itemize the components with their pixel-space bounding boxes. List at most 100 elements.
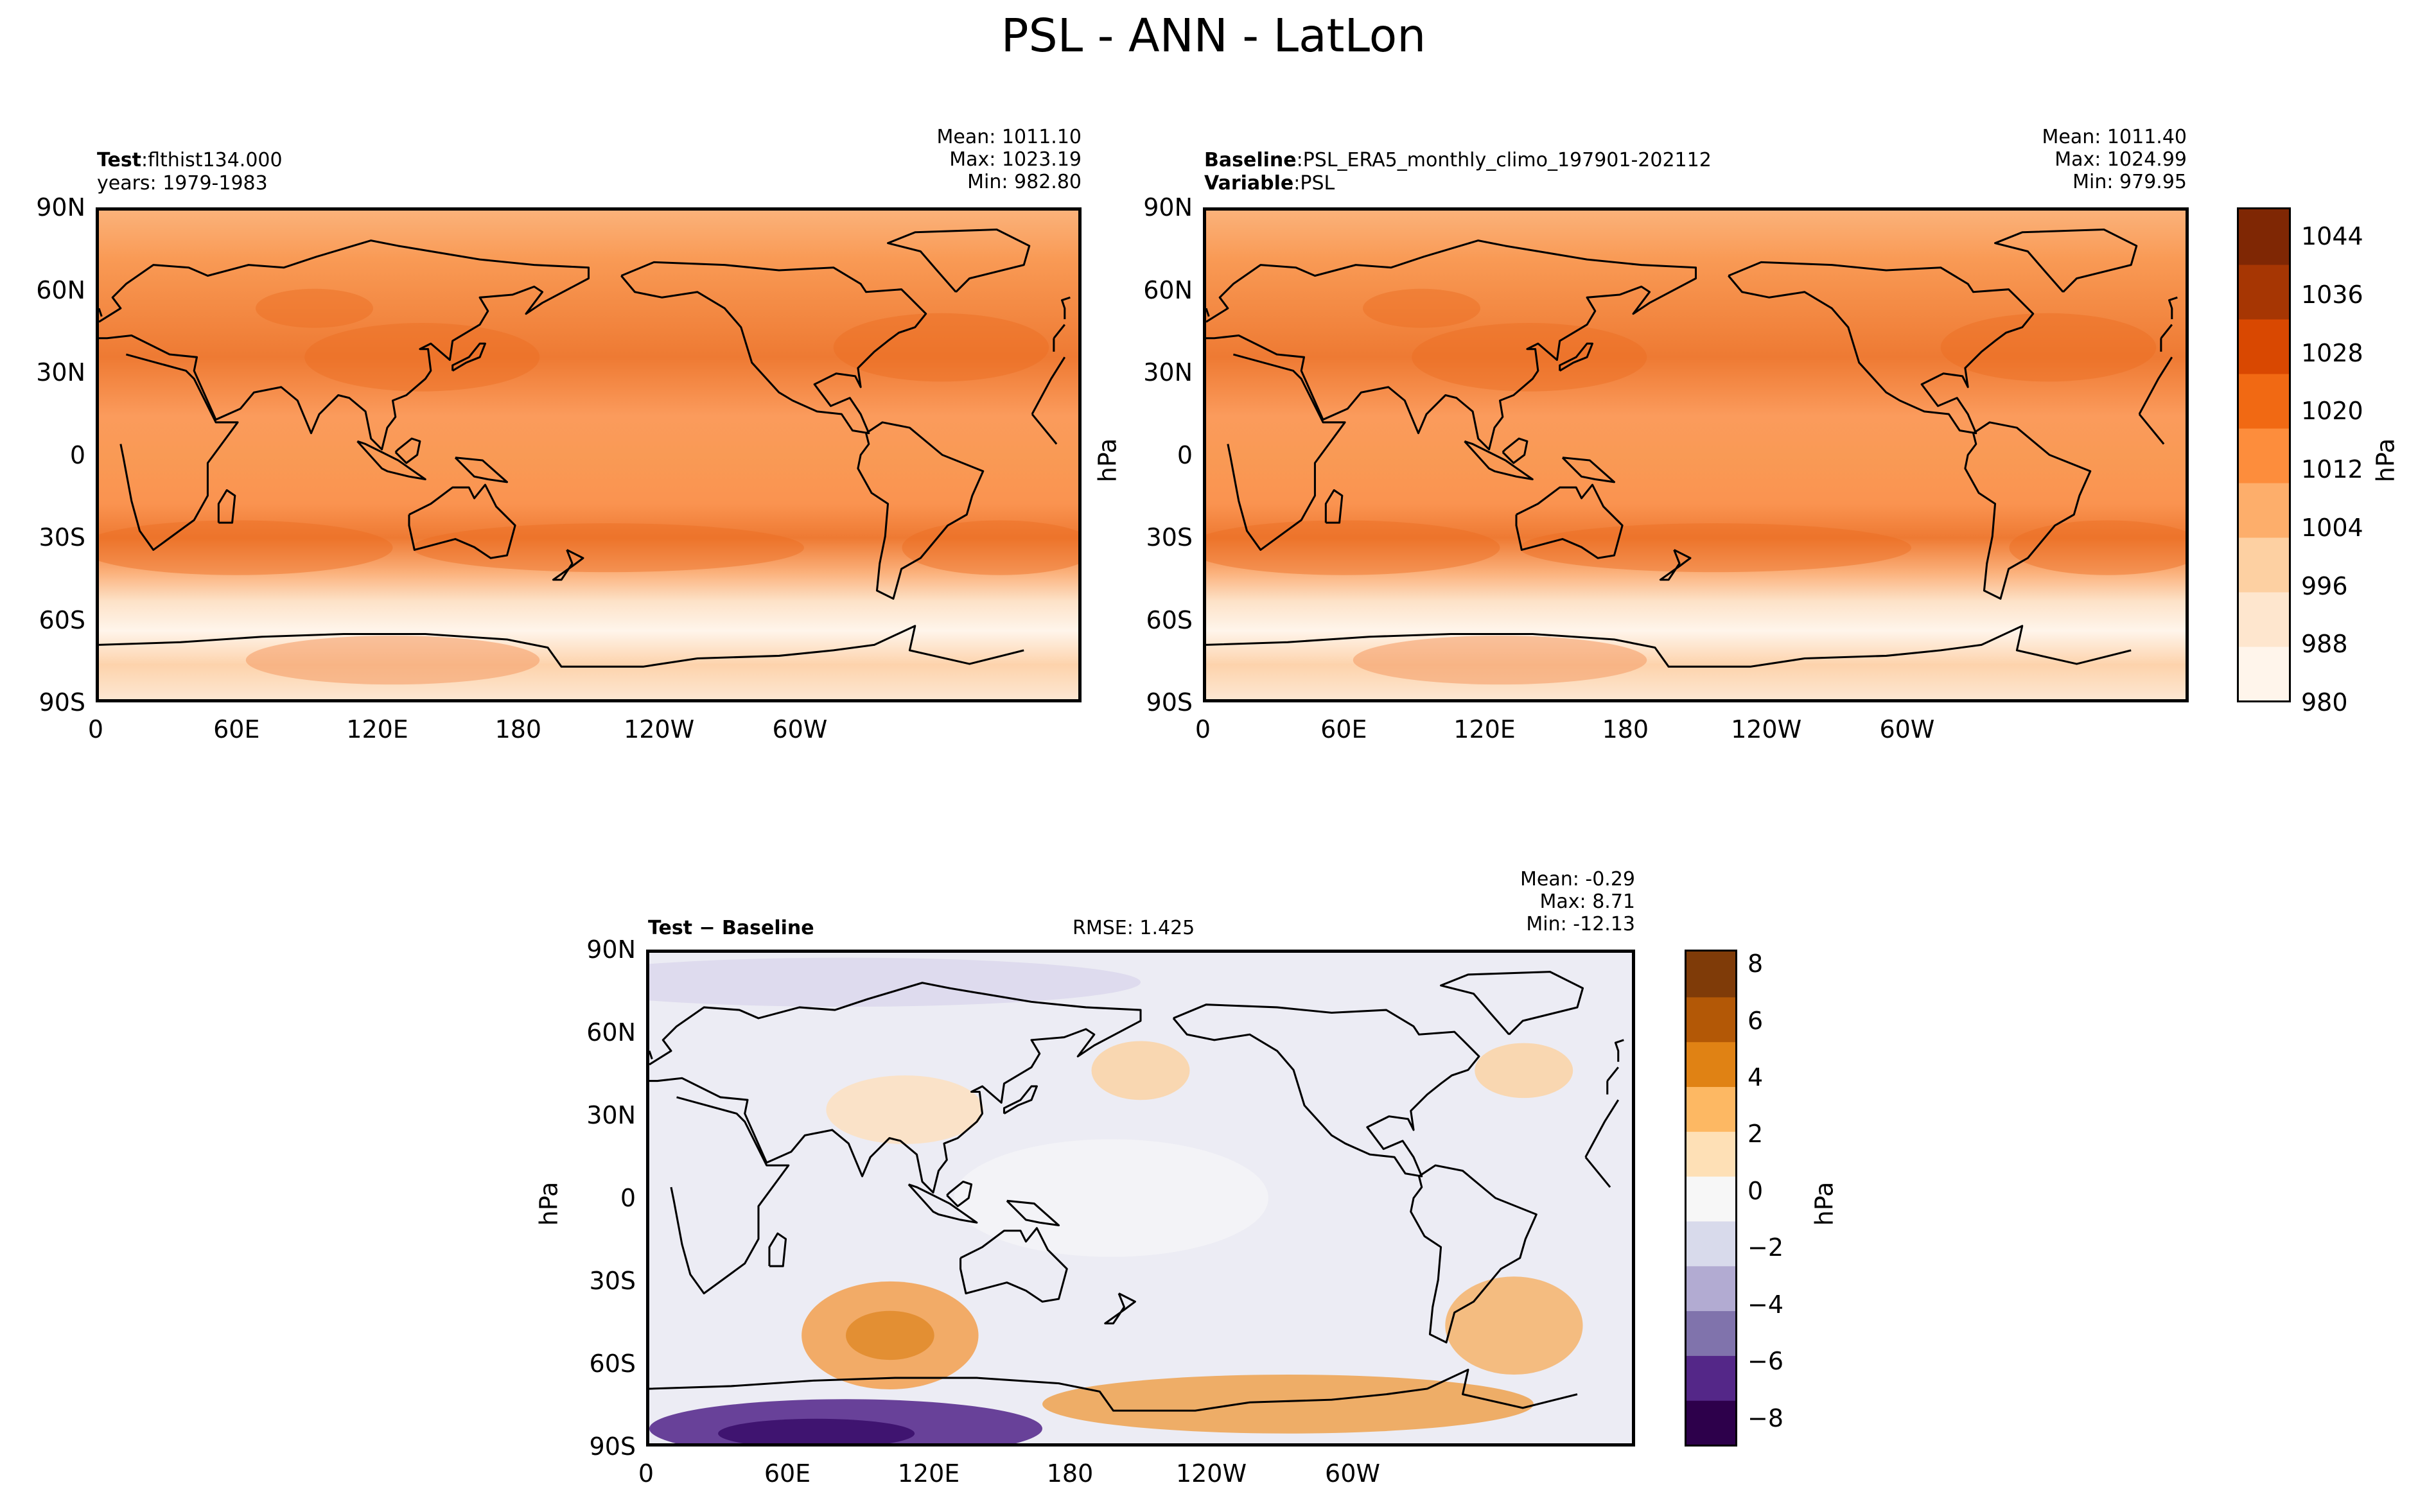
test-lat-tick: 90S bbox=[39, 688, 85, 717]
diff-map bbox=[646, 950, 1635, 1447]
test-lon-tick: 120E bbox=[346, 715, 408, 743]
baseline-stat-min: Min: 979.95 bbox=[2072, 171, 2187, 193]
test-stats: Mean: 1011.10 Max: 1023.19 Min: 982.80 bbox=[771, 126, 1082, 193]
test-label-bold: Test bbox=[97, 149, 142, 171]
baseline-lat-tick: 30N bbox=[1143, 358, 1193, 387]
test-stat-mean: Mean: 1011.10 bbox=[936, 126, 1082, 148]
baseline-lon-tick: 60E bbox=[1320, 715, 1367, 743]
test-label-sep: : bbox=[141, 149, 148, 171]
abs-map-svg bbox=[99, 211, 1078, 699]
baseline-lat-tick: 30S bbox=[1146, 523, 1193, 552]
coastline-indonesia bbox=[1464, 440, 1534, 481]
baseline-label: Baseline:PSL_ERA5_monthly_climo_197901-2… bbox=[1204, 149, 1712, 171]
test-lat-tick: 60S bbox=[39, 605, 85, 634]
coastline-nz bbox=[552, 549, 584, 581]
coastline-uk bbox=[1206, 296, 2178, 320]
colorbar-abs-tick: 980 bbox=[2301, 688, 2348, 717]
test-lon-tick: 60E bbox=[213, 715, 260, 743]
coastline-japan bbox=[1559, 342, 1593, 372]
coastline-borneo bbox=[1502, 437, 1529, 464]
coastline-namerica bbox=[620, 261, 927, 435]
diff-lat-tick: 60S bbox=[589, 1350, 636, 1378]
diff-lon-tick: 60W bbox=[1325, 1459, 1380, 1488]
colorbar-diff-tick: −2 bbox=[1748, 1233, 1784, 1262]
coastline-nz bbox=[1659, 549, 1692, 581]
diff-lat-tick: 30S bbox=[589, 1267, 636, 1295]
baseline-lat-tick: 90N bbox=[1143, 193, 1193, 222]
test-map bbox=[96, 207, 1082, 702]
coastline-nz bbox=[1104, 1292, 1136, 1325]
coastline-namerica bbox=[1728, 261, 2035, 435]
coastline-uk bbox=[649, 1039, 1624, 1062]
diff-stat-mean: Mean: -0.29 bbox=[1520, 868, 1635, 891]
diff-lat-tick: 0 bbox=[620, 1184, 636, 1212]
colorbar-diff-tick: 6 bbox=[1748, 1006, 1764, 1035]
baseline-lon-tick: 120E bbox=[1453, 715, 1516, 743]
colorbar-abs-unit: hPa bbox=[2371, 438, 2400, 483]
baseline-variable-sep: : bbox=[1293, 172, 1301, 195]
baseline-variable-bold: Variable bbox=[1204, 172, 1294, 195]
baseline-stat-mean: Mean: 1011.40 bbox=[2042, 126, 2187, 148]
diff-rmse: RMSE: 1.425 bbox=[1073, 917, 1195, 939]
coastline-australia bbox=[1515, 483, 1624, 559]
test-label-value: flthist134.000 bbox=[148, 149, 283, 171]
colorbar-diff-tick: −6 bbox=[1748, 1347, 1784, 1376]
colorbar-diff bbox=[1685, 950, 1737, 1447]
colorbar-diff-tick: 2 bbox=[1748, 1120, 1764, 1149]
coastline-greenland bbox=[887, 229, 1031, 293]
colorbar-abs-tick: 1044 bbox=[2301, 222, 2363, 251]
test-lat-tick: 90N bbox=[36, 193, 85, 222]
test-lon-tick: 60W bbox=[772, 715, 828, 743]
test-lat-tick: 30S bbox=[39, 523, 85, 552]
diff-stat-max: Max: 8.71 bbox=[1539, 891, 1635, 913]
test-label: Test:flthist134.000 bbox=[97, 149, 283, 171]
colorbar-diff-tick: 4 bbox=[1748, 1063, 1764, 1092]
coastline-namerica bbox=[1172, 1004, 1480, 1177]
diff-lat-tick: 90S bbox=[589, 1432, 636, 1461]
coastline-africa bbox=[119, 353, 1066, 551]
baseline-label-value: PSL_ERA5_monthly_climo_197901-202112 bbox=[1302, 149, 1712, 171]
baseline-lat-tick: 0 bbox=[1177, 440, 1193, 469]
diff-lat-tick: 90N bbox=[586, 935, 636, 964]
baseline-lat-tick: 60S bbox=[1146, 605, 1193, 634]
colorbar-diff-tick: 8 bbox=[1748, 950, 1764, 978]
diff-stat-min: Min: -12.13 bbox=[1526, 913, 1635, 935]
coastline-madagascar bbox=[217, 489, 236, 524]
baseline-lon-tick: 60W bbox=[1879, 715, 1935, 743]
test-stat-max: Max: 1023.19 bbox=[949, 148, 1082, 171]
baseline-map bbox=[1203, 207, 2189, 702]
diff-label-text: Test − Baseline bbox=[648, 917, 814, 939]
coastline-newguinea bbox=[1006, 1199, 1060, 1227]
colorbar-abs-tick: 1004 bbox=[2301, 513, 2363, 542]
colorbar-diff-tick: 0 bbox=[1748, 1176, 1764, 1205]
coastline-australia bbox=[959, 1227, 1068, 1303]
coastline-australia bbox=[408, 483, 516, 559]
coastline-samerica bbox=[1964, 421, 2092, 600]
coastline-madagascar bbox=[768, 1232, 787, 1267]
coastline-borneo bbox=[946, 1180, 973, 1208]
baseline-variable: Variable:PSL bbox=[1204, 172, 1335, 195]
coastline-samerica bbox=[1410, 1164, 1538, 1344]
coastline-antarctica bbox=[649, 1368, 1578, 1412]
figure-title: PSL - ANN - LatLon bbox=[1001, 9, 1426, 62]
coastline-greenland bbox=[1440, 971, 1584, 1036]
coastline-antarctica bbox=[99, 625, 1024, 668]
coastline-uk bbox=[99, 296, 1071, 320]
colorbar-abs bbox=[2237, 207, 2291, 702]
baseline-stat-max: Max: 1024.99 bbox=[2055, 148, 2187, 171]
test-lon-tick: 0 bbox=[87, 715, 104, 743]
coastline-newguinea bbox=[454, 456, 508, 483]
baseline-lon-tick: 120W bbox=[1731, 715, 1802, 743]
colorbar-abs-tick: 996 bbox=[2301, 571, 2348, 600]
coastline-africa bbox=[670, 1096, 1620, 1295]
coastline-japan bbox=[1003, 1085, 1038, 1115]
colorbar-diff-unit: hPa bbox=[1810, 1181, 1839, 1226]
coastline-madagascar bbox=[1324, 489, 1344, 524]
colorbar-abs-tick: 1012 bbox=[2301, 455, 2363, 484]
test-lon-tick: 120W bbox=[624, 715, 695, 743]
baseline-variable-value: PSL bbox=[1300, 172, 1335, 195]
test-stat-min: Min: 982.80 bbox=[967, 171, 1082, 193]
test-years: years: 1979-1983 bbox=[97, 172, 268, 195]
test-lat-tick: 0 bbox=[69, 440, 85, 469]
colorbar-abs-tick: 1028 bbox=[2301, 338, 2363, 367]
